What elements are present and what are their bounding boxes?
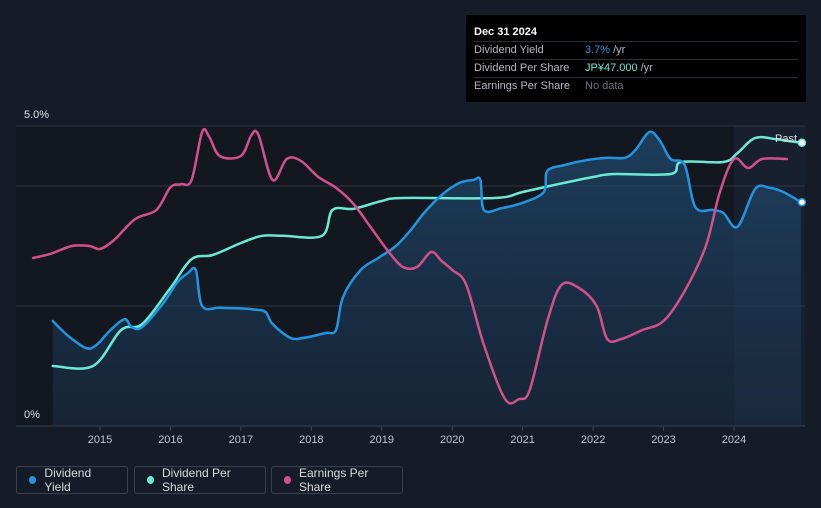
x-tick-label: 2023 — [651, 434, 675, 446]
tooltip-value-group: JP¥47.000/yr — [585, 60, 653, 77]
axis-layer: 2015 2016 2017 2018 2019 2020 2021 2022 2023 2024… — [24, 109, 746, 446]
x-tick-label: 2017 — [229, 434, 253, 446]
y-tick-label: 0% — [24, 409, 40, 421]
x-tick-label: 2015 — [88, 434, 112, 446]
x-tick-label: 2019 — [370, 434, 394, 446]
tooltip-value: JP¥47.000 — [585, 62, 638, 74]
earnings-per-share-line — [31, 127, 789, 405]
tooltip-panel: Dec 31 2024 Dividend Yield 3.7%/yr Divid… — [466, 15, 806, 102]
x-tick-label: 2016 — [158, 434, 182, 446]
tooltip-row-earnings-per-share: Earnings Per Share No data — [474, 77, 798, 95]
tooltip-unit: /yr — [640, 62, 653, 74]
x-tick-label: 2020 — [440, 434, 464, 446]
tooltip-unit: /yr — [613, 44, 626, 56]
tooltip-date: Dec 31 2024 — [474, 26, 537, 38]
tooltip-value: No data — [585, 80, 624, 92]
y-tick-label: 5.0% — [24, 109, 49, 121]
tooltip-value-group: 3.7%/yr — [585, 42, 625, 59]
dividend-per-share-line — [51, 135, 803, 370]
tooltip-row-dividend-yield: Dividend Yield 3.7%/yr — [474, 41, 798, 59]
dividend-yield-line — [51, 130, 803, 350]
series-layer — [31, 127, 807, 426]
legend-item-earnings-per-share[interactable]: Earnings Per Share — [271, 466, 403, 494]
tooltip-label: Dividend Per Share — [474, 62, 570, 74]
legend-label: Dividend Per Share — [162, 466, 231, 494]
legend-dot-icon — [29, 476, 37, 484]
x-tick-label: 2024 — [722, 434, 746, 446]
past-label: Past — [775, 133, 797, 145]
tooltip-value-group: No data — [585, 78, 627, 95]
legend-item-dividend-per-share[interactable]: Dividend Per Share — [134, 466, 266, 494]
legend-dot-icon — [147, 476, 154, 484]
legend-item-dividend-yield[interactable]: Dividend Yield — [16, 466, 128, 494]
dividend-yield-area — [52, 131, 801, 426]
legend-dot-icon — [284, 476, 291, 484]
tooltip-label: Earnings Per Share — [474, 80, 570, 92]
x-tick-label: 2021 — [510, 434, 534, 446]
dividend-per-share-end-point — [797, 138, 807, 148]
x-tick-label: 2022 — [581, 434, 605, 446]
tooltip-row-dividend-per-share: Dividend Per Share JP¥47.000/yr — [474, 59, 798, 77]
dividend-yield-end-point — [797, 197, 807, 207]
legend-label: Dividend Yield — [44, 466, 92, 494]
legend-label: Earnings Per Share — [298, 466, 369, 494]
tooltip-label: Dividend Yield — [474, 44, 544, 56]
x-tick-label: 2018 — [299, 434, 323, 446]
tooltip-value: 3.7% — [585, 44, 611, 56]
